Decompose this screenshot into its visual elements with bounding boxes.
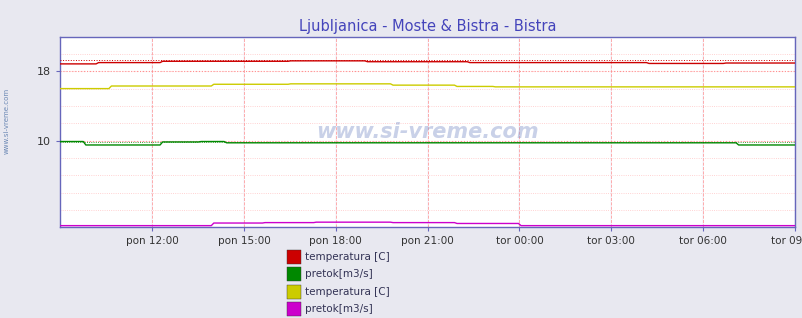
Text: www.si-vreme.com: www.si-vreme.com <box>316 122 538 142</box>
Title: Ljubljanica - Moste & Bistra - Bistra: Ljubljanica - Moste & Bistra - Bistra <box>298 19 556 34</box>
Text: pretok[m3/s]: pretok[m3/s] <box>305 269 372 279</box>
Text: www.si-vreme.com: www.si-vreme.com <box>3 88 10 154</box>
Text: temperatura [C]: temperatura [C] <box>305 252 390 262</box>
Text: temperatura [C]: temperatura [C] <box>305 287 390 297</box>
Text: pretok[m3/s]: pretok[m3/s] <box>305 304 372 314</box>
